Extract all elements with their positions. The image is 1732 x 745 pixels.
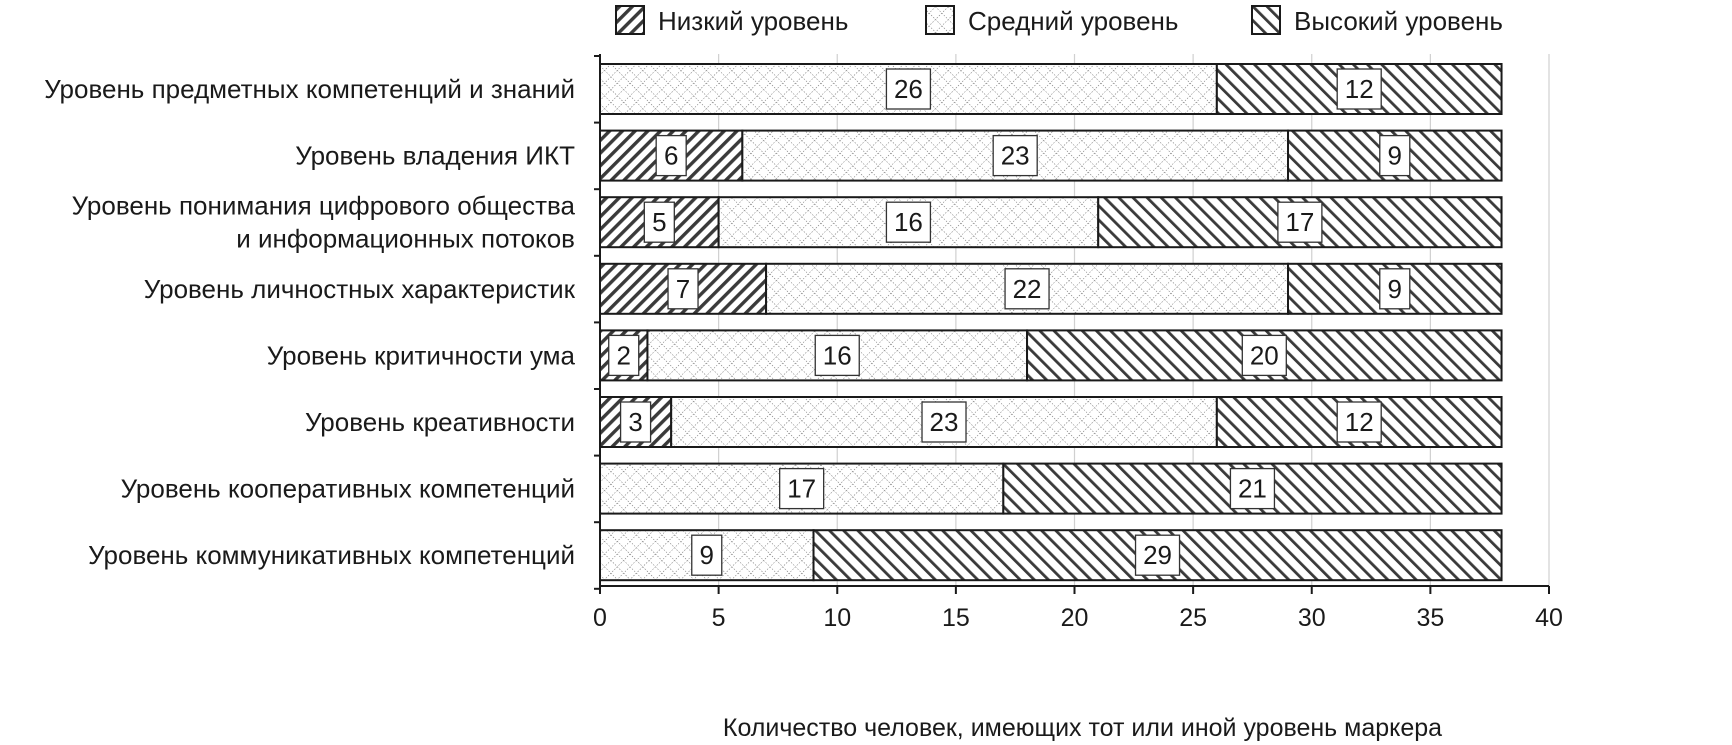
- data-label-box: [643, 201, 675, 243]
- y-tick-label: Уровень креативности: [305, 407, 575, 437]
- legend: Низкий уровень Средний уровень Высокий уро…: [615, 5, 1503, 36]
- data-label: 12: [1345, 407, 1374, 437]
- data-label-box: [667, 268, 699, 310]
- data-label-box: [691, 534, 723, 576]
- x-tick-label: 5: [712, 604, 726, 632]
- data-label: 17: [1285, 207, 1314, 237]
- data-label: 16: [894, 207, 923, 237]
- data-label-box: [814, 334, 860, 377]
- data-label-box: [1134, 534, 1181, 576]
- legend-label: Низкий уровень: [658, 6, 848, 36]
- x-tick-label: 40: [1535, 604, 1563, 632]
- data-label-box: [619, 401, 652, 443]
- data-label-box: [1379, 134, 1411, 177]
- data-label-box: [885, 201, 932, 243]
- x-tick-label: 10: [823, 604, 851, 632]
- data-label: 26: [894, 74, 923, 104]
- data-label: 16: [823, 340, 852, 370]
- data-label: 5: [652, 207, 666, 237]
- data-label: 7: [676, 274, 690, 304]
- data-label: 17: [787, 474, 816, 504]
- data-label-box: [1336, 68, 1382, 110]
- legend-swatch: [615, 5, 645, 35]
- data-label: 2: [616, 340, 630, 370]
- data-label: 29: [1143, 540, 1172, 570]
- legend-label: Высокий уровень: [1294, 6, 1503, 36]
- y-tick-label: Уровень предметных компетенций и знаний: [44, 74, 575, 104]
- data-label-box: [1004, 268, 1050, 310]
- legend-label: Средний уровень: [968, 6, 1178, 36]
- legend-swatch: [925, 5, 955, 35]
- y-tick-label: Уровень личностных характеристик: [144, 274, 576, 304]
- x-tick-label: 25: [1179, 604, 1207, 632]
- data-label: 9: [1388, 274, 1402, 304]
- data-label: 6: [664, 141, 678, 171]
- data-label-box: [1241, 334, 1287, 377]
- data-label-box: [1277, 201, 1323, 243]
- data-label-box: [608, 334, 640, 377]
- y-tick-label: Уровень коммуникативных компетенций: [88, 540, 575, 570]
- data-label: 9: [1388, 141, 1402, 171]
- data-label: 22: [1013, 274, 1042, 304]
- data-label-box: [921, 401, 967, 443]
- data-label: 12: [1345, 74, 1374, 104]
- data-label-box: [885, 68, 932, 110]
- data-label-box: [1379, 268, 1411, 310]
- y-tick-label: Уровень критичности ума: [267, 340, 576, 370]
- axes: Уровень предметных компетенций и знаний У…: [44, 54, 1563, 632]
- data-label: 21: [1238, 474, 1267, 504]
- bars: 26 12 6 23 9 5 16 17 7 22 9 2 16 20 3 23 12 17 21 9 29: [599, 63, 1503, 582]
- data-label: 20: [1250, 340, 1279, 370]
- x-tick-label: 20: [1061, 604, 1089, 632]
- x-tick-label: 0: [593, 604, 607, 632]
- x-axis-title: Количество человек, имеющих тот или иной…: [723, 714, 1442, 742]
- data-label-box: [1336, 401, 1382, 443]
- data-label-box: [779, 467, 825, 510]
- data-label-box: [992, 134, 1038, 177]
- y-tick-label: Уровень владения ИКТ: [295, 141, 575, 171]
- x-tick-label: 15: [942, 604, 970, 632]
- x-tick-label: 35: [1416, 604, 1444, 632]
- x-tick-label: 30: [1298, 604, 1326, 632]
- y-tick-label: Уровень кооперативных компетенций: [121, 474, 575, 504]
- data-label: 23: [930, 407, 959, 437]
- data-label: 3: [628, 407, 642, 437]
- data-label-box: [655, 134, 687, 177]
- legend-swatch: [1251, 5, 1281, 35]
- data-label: 23: [1001, 141, 1030, 171]
- data-label-box: [1229, 467, 1276, 510]
- y-tick-label: Уровень понимания цифрового общества и ин…: [72, 191, 576, 254]
- data-label: 9: [700, 540, 714, 570]
